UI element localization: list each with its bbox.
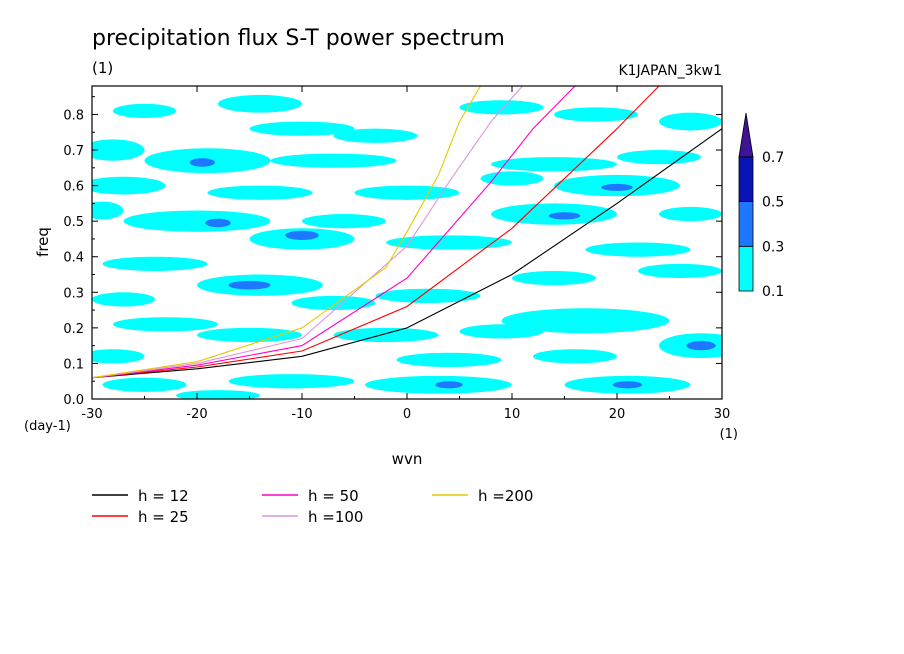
contour-blob <box>554 107 638 122</box>
contour-blob <box>533 349 617 364</box>
contour-blob <box>375 288 481 303</box>
legend-label: h =200 <box>478 487 533 505</box>
contour-blob <box>333 128 418 143</box>
chart-subtitle: (1) <box>92 59 113 77</box>
legend-label: h = 50 <box>308 487 359 505</box>
contour-blob <box>197 327 302 343</box>
colorbar: 0.1 0.3 0.5 0.7 <box>738 112 784 300</box>
colorbar-segment <box>738 201 754 247</box>
contour-blob <box>92 292 155 307</box>
y-tick-label: 0.5 <box>63 215 84 230</box>
contour-blob <box>189 158 215 167</box>
x-axis: -30 -20 -10 0 10 20 30 <box>81 86 730 422</box>
case-label: K1JAPAN_3kw1 <box>618 63 722 79</box>
y-axis: 0.0 0.1 0.2 0.3 0.4 0.5 0.6 0.7 0.8 <box>63 96 722 408</box>
colorbar-label: 0.3 <box>762 239 784 255</box>
contour-blob <box>612 381 643 389</box>
contour-blob <box>228 280 271 290</box>
contour-blob <box>333 327 439 343</box>
contour-blob <box>659 112 722 131</box>
contour-blob <box>686 341 716 351</box>
chart-title: precipitation flux S-T power spectrum <box>92 26 505 51</box>
contour-blob <box>459 324 544 339</box>
contour-blob <box>92 139 145 161</box>
colorbar-segment <box>738 156 754 202</box>
contour-blob <box>585 242 691 257</box>
x-tick-label: 10 <box>504 407 521 422</box>
contour-blob <box>396 352 502 367</box>
x-tick-label: -30 <box>81 407 102 422</box>
series-line-h12 <box>92 128 722 379</box>
x-axis-unit: (1) <box>720 427 738 442</box>
y-tick-label: 0.6 <box>63 180 84 195</box>
contour-blob <box>102 256 208 271</box>
contour-blob <box>92 201 124 220</box>
y-tick-label: 0.3 <box>63 286 84 301</box>
contour-blob <box>92 176 166 195</box>
y-tick-label: 0.7 <box>63 144 84 159</box>
contour-blob <box>638 263 722 279</box>
contour-blob <box>123 210 271 232</box>
contour-blob <box>249 121 355 136</box>
series-line-h200 <box>92 86 481 379</box>
x-tick-label: 0 <box>403 407 411 422</box>
colorbar-label: 0.7 <box>762 150 784 166</box>
legend-label: h = 12 <box>138 487 189 505</box>
contour-blob <box>207 185 313 200</box>
y-axis-unit: (day-1) <box>24 419 71 434</box>
x-tick-label: 20 <box>609 407 626 422</box>
colorbar-label: 0.5 <box>762 195 784 211</box>
x-axis-label: wvn <box>392 450 423 468</box>
contour-blob <box>228 374 355 389</box>
series-line-h100 <box>92 86 523 379</box>
contour-blob <box>386 235 512 250</box>
contour-blob <box>113 317 218 332</box>
series-line-h50 <box>92 86 576 379</box>
contour-blob <box>113 103 176 119</box>
contour-blob <box>435 381 463 389</box>
contour-blob <box>354 185 460 200</box>
y-tick-label: 0.8 <box>63 108 84 123</box>
contour-blob <box>501 308 670 334</box>
y-tick-label: 0.0 <box>63 393 84 408</box>
contour-blob <box>512 270 596 286</box>
contour-blob <box>459 100 544 115</box>
legend: h = 12 h = 25 h = 50 h =100 h =200 <box>92 487 533 526</box>
y-tick-label: 0.2 <box>63 322 84 337</box>
y-tick-label: 0.4 <box>63 251 84 266</box>
contour-blob <box>302 214 386 229</box>
contour-blob <box>617 150 701 165</box>
colorbar-arrow <box>738 112 754 158</box>
colorbar-label: 0.1 <box>762 284 784 300</box>
contour-blob <box>218 94 302 113</box>
contour-field <box>92 94 722 399</box>
legend-label: h =100 <box>308 508 363 526</box>
y-tick-label: 0.1 <box>63 357 84 372</box>
series-line-h25 <box>92 86 660 379</box>
contour-blob <box>548 212 581 220</box>
y-axis-label: freq <box>34 227 52 257</box>
contour-blob <box>270 153 397 168</box>
contour-blob <box>285 230 319 241</box>
contour-blob <box>491 157 617 172</box>
colorbar-segment <box>738 245 754 292</box>
contour-blob <box>659 206 722 222</box>
x-tick-label: -20 <box>186 407 207 422</box>
x-tick-label: -10 <box>291 407 312 422</box>
legend-label: h = 25 <box>138 508 189 526</box>
contour-blob <box>92 349 145 364</box>
dispersion-curves <box>92 86 722 379</box>
contour-blob <box>102 377 187 392</box>
contour-blob <box>291 295 376 311</box>
contour-blob <box>601 183 633 191</box>
contour-blob <box>205 218 231 228</box>
x-tick-label: 30 <box>714 407 731 422</box>
